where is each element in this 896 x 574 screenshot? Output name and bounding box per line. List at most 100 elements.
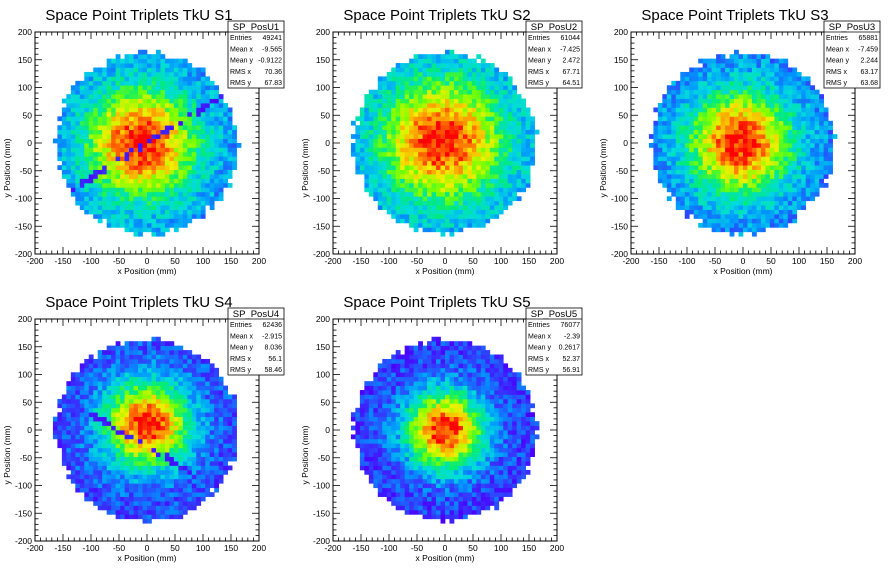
heatmap-cell (707, 76, 712, 82)
heatmap-cell (494, 169, 500, 175)
heatmap-cell (787, 151, 793, 157)
heatmap-cell (115, 474, 121, 480)
heatmap-cell (666, 111, 672, 117)
heatmap-cell (111, 182, 116, 188)
heatmap-cell (115, 514, 121, 520)
heatmap-cell (792, 111, 798, 117)
heatmap-cell (418, 174, 423, 179)
heatmap-cell (88, 116, 94, 122)
heatmap-cell (191, 160, 197, 166)
heatmap-cell (111, 147, 116, 153)
heatmap-cell (93, 107, 99, 113)
heatmap-cell (449, 129, 455, 135)
heatmap-cell (738, 196, 744, 202)
heatmap-cell (743, 218, 748, 224)
heatmap-cell (698, 174, 704, 179)
heatmap-cell (133, 89, 139, 95)
heatmap-cell (814, 129, 820, 135)
heatmap-cell (66, 381, 72, 386)
heatmap-cell (129, 98, 134, 104)
heatmap-cell (530, 160, 535, 166)
heatmap-cell (142, 111, 148, 117)
heatmap-cell (823, 129, 829, 135)
heatmap-cell (400, 103, 406, 108)
heatmap-cell (698, 111, 704, 117)
heatmap-cell (828, 138, 833, 144)
heatmap-cell (102, 143, 108, 148)
heatmap-cell (471, 187, 477, 193)
heatmap-cell (173, 129, 179, 135)
heatmap-cell (75, 160, 81, 166)
heatmap-cell (480, 85, 486, 91)
heatmap-cell (653, 165, 659, 170)
heatmap-cell (512, 125, 518, 131)
heatmap-cell (729, 103, 735, 108)
heatmap-cell (445, 89, 450, 95)
heatmap-cell (810, 116, 816, 122)
heatmap-cell (760, 125, 766, 131)
heatmap-cell (169, 71, 175, 77)
heatmap-cell (84, 492, 90, 497)
heatmap-cell (449, 151, 455, 157)
heatmap-cell (400, 160, 406, 166)
heatmap-cell (756, 178, 762, 184)
heatmap-cell (382, 107, 388, 113)
heatmap-cell (751, 71, 757, 77)
heatmap-cell (471, 196, 477, 202)
heatmap-cell (480, 205, 486, 210)
heatmap-cell (111, 345, 116, 351)
heatmap-cell (178, 214, 184, 219)
heatmap-cell (413, 209, 419, 215)
heatmap-cell (743, 138, 748, 144)
heatmap-cell (111, 196, 116, 202)
heatmap-cell (115, 187, 121, 193)
heatmap-cell (120, 80, 125, 86)
heatmap-cell (391, 134, 397, 139)
heatmap-cell (218, 120, 224, 126)
heatmap-cell (462, 182, 468, 188)
heatmap-cell (391, 160, 397, 166)
heatmap-cell (75, 138, 81, 144)
heatmap-cell (480, 174, 486, 179)
heatmap-cell (743, 76, 748, 82)
heatmap-cell (671, 120, 677, 126)
heatmap-cell (489, 80, 495, 86)
heatmap-cell (142, 98, 148, 104)
heatmap-cell (671, 143, 677, 148)
heatmap-cell (828, 165, 833, 170)
heatmap-cell (364, 94, 370, 99)
heatmap-cell (716, 200, 721, 206)
heatmap-cell (449, 103, 455, 108)
heatmap-cell (796, 89, 802, 95)
heatmap-cell (395, 209, 401, 215)
heatmap-cell (97, 165, 103, 170)
heatmap-cell (75, 447, 81, 453)
heatmap-cell (111, 398, 116, 404)
heatmap-cell (707, 178, 712, 184)
heatmap-cell (106, 358, 112, 364)
heatmap-cell (666, 165, 672, 170)
heatmap-cell (142, 151, 148, 157)
x-tick-label: -150 (352, 256, 369, 266)
heatmap-cell (187, 89, 193, 95)
x-tick-label: 200 (550, 256, 564, 266)
heatmap-cell (814, 165, 820, 170)
heatmap-cell (716, 191, 721, 197)
heatmap-cell (205, 138, 211, 144)
heatmap-cell (666, 116, 672, 122)
heatmap-cell (97, 390, 103, 395)
heatmap-cell (725, 178, 730, 184)
heatmap-cell (413, 218, 419, 224)
heatmap-cell (467, 67, 473, 73)
heatmap-cell (769, 138, 775, 144)
heatmap-cell (494, 129, 500, 135)
heatmap-cell (747, 187, 753, 193)
heatmap-cell (734, 165, 739, 170)
heatmap-cell (653, 125, 659, 131)
heatmap-cell (164, 80, 170, 86)
heatmap-cell (814, 143, 820, 148)
heatmap-cell (778, 196, 784, 202)
heatmap-cell (142, 89, 148, 95)
heatmap-cell (70, 98, 76, 104)
heatmap-cell (698, 116, 704, 122)
